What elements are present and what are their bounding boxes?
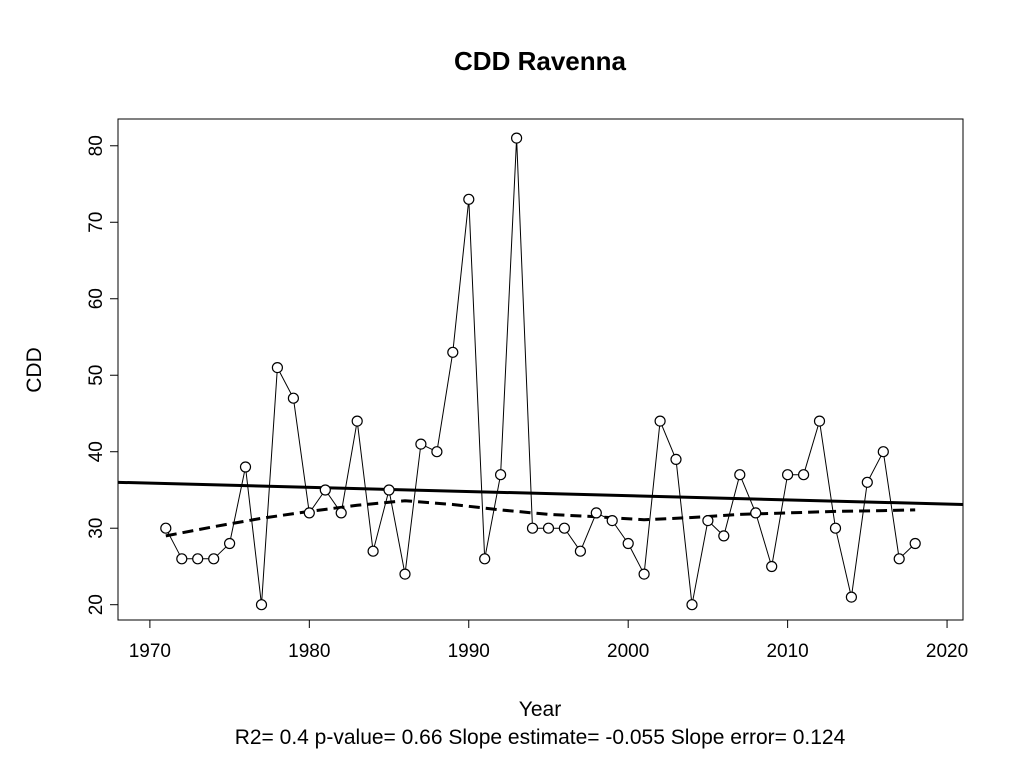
data-point xyxy=(431,446,443,458)
y-tick-label: 80 xyxy=(86,135,107,156)
stats-summary: R2= 0.4 p-value= 0.66 Slope estimate= -0… xyxy=(235,726,846,749)
data-point xyxy=(670,453,682,465)
data-point xyxy=(829,522,842,534)
y-tick-label: 50 xyxy=(86,365,107,386)
data-point xyxy=(718,530,730,542)
x-tick-label: 1980 xyxy=(288,641,330,662)
data-point xyxy=(893,553,905,565)
data-point xyxy=(479,553,491,565)
data-point xyxy=(702,514,714,527)
x-axis-label: Year xyxy=(519,698,561,721)
series-lines xyxy=(117,138,964,605)
data-point xyxy=(383,484,395,496)
data-point xyxy=(399,568,411,580)
plot-frame xyxy=(117,118,964,621)
data-point xyxy=(255,599,268,611)
trend-line xyxy=(117,480,964,507)
data-point xyxy=(861,476,873,488)
data-point xyxy=(766,560,778,573)
x-tick-label: 2010 xyxy=(766,641,808,662)
data-point xyxy=(781,469,794,481)
y-tick-label: 30 xyxy=(86,518,107,539)
data-point xyxy=(877,446,889,458)
data-point xyxy=(463,193,475,205)
chart-title: CDD Ravenna xyxy=(454,46,626,76)
data-point xyxy=(845,591,858,603)
data-point xyxy=(224,537,236,550)
data-point xyxy=(287,392,299,404)
data-point xyxy=(160,522,172,534)
data-point xyxy=(447,346,459,358)
x-tick-label: 1970 xyxy=(129,641,171,662)
data-point xyxy=(176,553,188,565)
data-point xyxy=(797,469,810,481)
data-point xyxy=(271,362,283,374)
data-point xyxy=(606,514,618,527)
data-point xyxy=(351,415,363,427)
data-point xyxy=(590,507,602,519)
data-point xyxy=(208,553,220,565)
data-points xyxy=(160,132,921,611)
data-point xyxy=(734,469,746,481)
data-point xyxy=(750,507,762,519)
data-point xyxy=(367,545,379,557)
data-point xyxy=(638,568,650,580)
y-tick-label: 20 xyxy=(86,594,107,615)
data-point xyxy=(909,537,921,550)
data-point xyxy=(526,522,539,534)
y-tick-label: 40 xyxy=(86,441,107,462)
y-tick-label: 60 xyxy=(86,288,107,309)
data-point xyxy=(686,599,698,611)
smooth-line xyxy=(165,499,916,538)
y-axis-label: CDD xyxy=(23,347,46,393)
data-point xyxy=(574,545,587,557)
x-tick-label: 2000 xyxy=(607,641,649,662)
data-point xyxy=(415,438,427,450)
data-point xyxy=(495,469,507,481)
data-point xyxy=(319,484,331,496)
x-tick-label: 2020 xyxy=(926,641,968,662)
x-tick-label: 1990 xyxy=(448,641,490,662)
y-tick-label: 70 xyxy=(86,212,107,233)
data-point xyxy=(654,415,666,427)
y-axis: 20 30 40 50 60 70 80 xyxy=(86,135,119,615)
data-point xyxy=(303,507,315,519)
data-point xyxy=(542,522,555,534)
data-point xyxy=(239,461,252,473)
data-point xyxy=(622,537,634,550)
data-point xyxy=(510,132,523,144)
data-point xyxy=(335,507,347,519)
data-point xyxy=(558,522,571,534)
data-point xyxy=(813,415,826,427)
x-axis: 1970 1980 1990 2000 2010 2020 xyxy=(129,619,968,662)
data-point xyxy=(192,553,204,565)
